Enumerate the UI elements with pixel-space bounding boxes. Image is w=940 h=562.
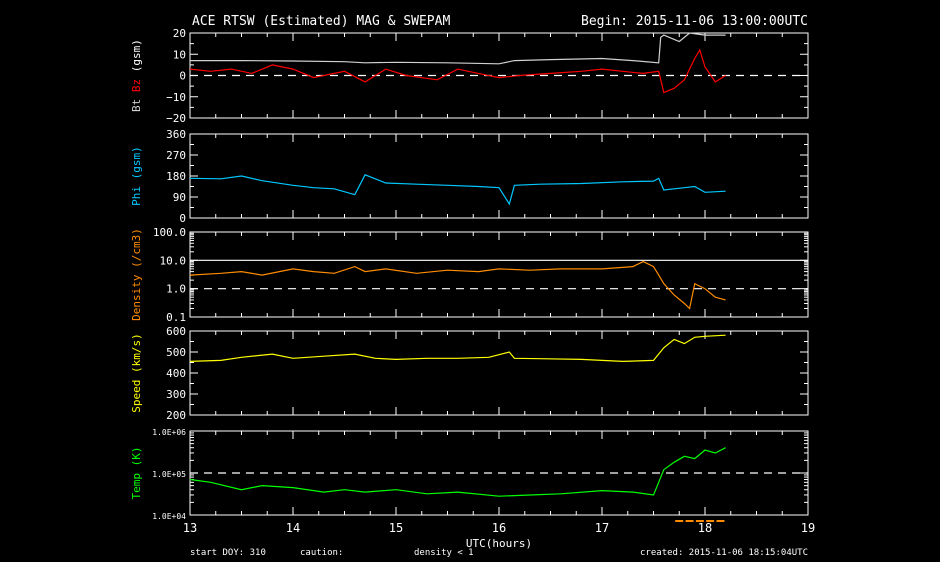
bt-bz-ylabel: Bt Bz (gsm) <box>130 39 143 112</box>
y-tick-label: 200 <box>166 409 186 422</box>
phi-series-line <box>189 174 726 206</box>
y-tick-label: 270 <box>166 149 186 162</box>
y-tick-label: −10 <box>166 91 186 104</box>
chart-title: ACE RTSW (Estimated) MAG & SWEPAM <box>192 14 450 29</box>
density-ylabel: Density (/cm3) <box>130 228 143 321</box>
density-series-line <box>189 260 726 310</box>
speed-series-line <box>189 334 726 363</box>
caution-label: caution: <box>300 548 343 558</box>
temp-ylabel: Temp (K) <box>130 447 143 500</box>
density-panel <box>189 231 809 318</box>
speed-ylabel: Speed (km/s) <box>130 333 143 412</box>
y-tick-label: 1.0E+06 <box>152 428 186 437</box>
phi-panel <box>189 133 809 219</box>
y-tick-label: −20 <box>166 112 186 125</box>
y-tick-label: 1.0E+04 <box>152 512 186 521</box>
x-tick-label: 13 <box>183 521 197 535</box>
speed-panel <box>189 330 809 416</box>
y-tick-label: 10 <box>173 48 186 61</box>
x-tick-label: 15 <box>389 521 403 535</box>
start-doy: start DOY: 310 <box>190 548 266 558</box>
y-tick-label: 180 <box>166 170 186 183</box>
y-tick-label: 500 <box>166 346 186 359</box>
y-tick-label: 1.0 <box>166 283 186 296</box>
y-tick-label: 20 <box>173 27 186 40</box>
x-tick-label: 19 <box>801 521 815 535</box>
x-tick-label: 14 <box>286 521 300 535</box>
created-time: created: 2015-11-06 18:15:04UTC <box>640 548 808 558</box>
temp-series-line <box>189 447 726 497</box>
y-tick-label: 1.0E+05 <box>152 470 186 479</box>
y-tick-label: 600 <box>166 325 186 338</box>
y-tick-label: 90 <box>173 191 186 204</box>
y-tick-label: 0 <box>179 70 186 83</box>
y-tick-label: 360 <box>166 128 186 141</box>
y-tick-label: 300 <box>166 388 186 401</box>
caution-note: density < 1 <box>414 548 474 558</box>
y-tick-label: 0 <box>179 212 186 225</box>
y-tick-label: 400 <box>166 367 186 380</box>
bt-series-line <box>190 32 726 65</box>
y-tick-label: 10.0 <box>160 254 187 267</box>
x-tick-label: 16 <box>492 521 506 535</box>
phi-ylabel: Phi (gsm) <box>130 146 143 206</box>
y-tick-label: 0.1 <box>166 311 186 324</box>
x-tick-label: 18 <box>698 521 712 535</box>
x-axis-label: UTC(hours) <box>466 537 532 550</box>
y-tick-label: 100.0 <box>153 226 186 239</box>
bz-series-line <box>189 48 726 94</box>
x-tick-label: 17 <box>595 521 609 535</box>
begin-time: Begin: 2015-11-06 13:00:00UTC <box>581 14 808 29</box>
